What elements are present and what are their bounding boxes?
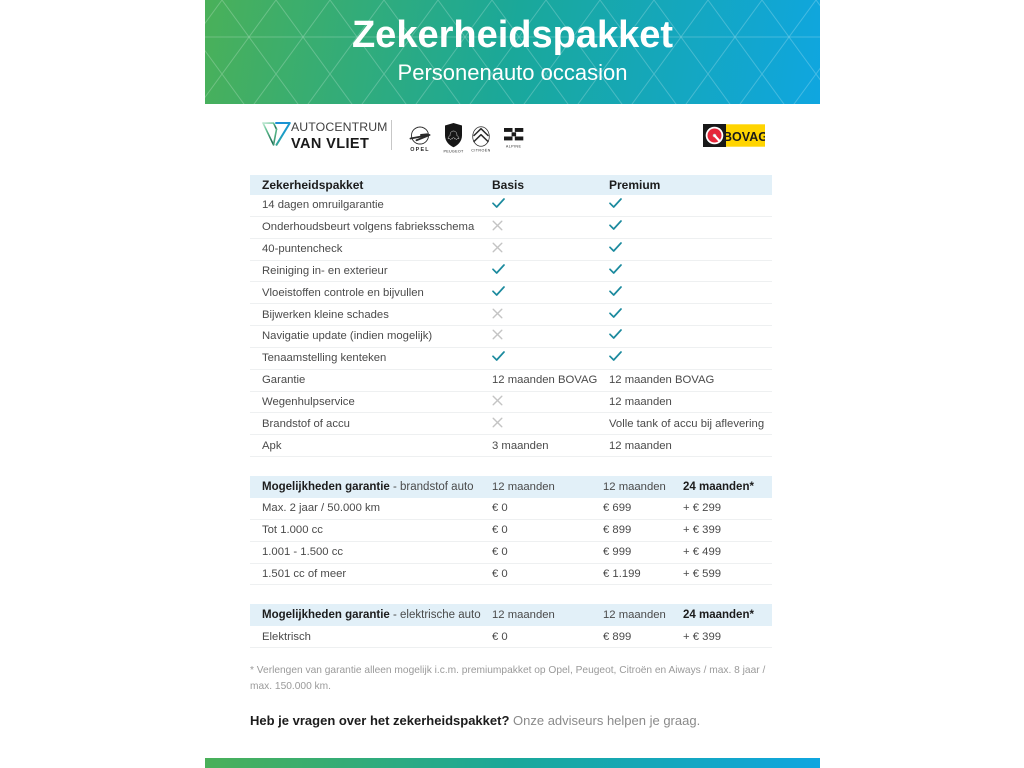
- svg-text:PEUGEOT: PEUGEOT: [443, 150, 464, 154]
- svg-text:BOVAG: BOVAG: [723, 130, 765, 144]
- svg-text:CITROËN: CITROËN: [471, 149, 490, 153]
- svg-text:ALPINE: ALPINE: [506, 145, 522, 149]
- svg-text:OPEL: OPEL: [410, 147, 429, 153]
